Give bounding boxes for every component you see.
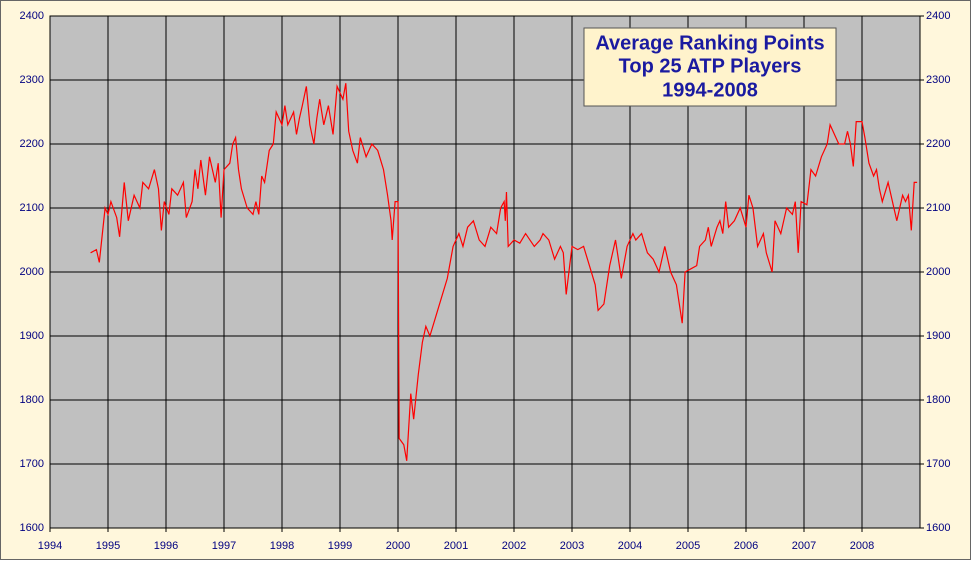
x-tick-label: 2006 <box>734 540 758 552</box>
x-tick-label: 2007 <box>792 540 816 552</box>
y-tick-label: 1600 <box>20 522 44 534</box>
x-tick-label: 2008 <box>850 540 874 552</box>
x-tick-label: 1997 <box>212 540 236 552</box>
y2-tick-label: 2200 <box>926 138 950 150</box>
y-tick-label: 2200 <box>20 138 44 150</box>
x-tick-label: 2002 <box>502 540 526 552</box>
chart-title: Average Ranking Points <box>595 32 824 54</box>
y2-tick-label: 2400 <box>926 10 950 22</box>
x-tick-label: 2004 <box>618 540 642 552</box>
x-tick-label: 2003 <box>560 540 584 552</box>
x-tick-label: 1996 <box>154 540 178 552</box>
data-line <box>90 83 918 461</box>
y-tick-label: 2100 <box>20 202 44 214</box>
y2-tick-label: 2100 <box>926 202 950 214</box>
chart-title: Top 25 ATP Players <box>619 55 802 77</box>
y2-tick-label: 1900 <box>926 330 950 342</box>
y2-tick-label: 1700 <box>926 458 950 470</box>
y-tick-label: 2400 <box>20 10 44 22</box>
y-tick-label: 2000 <box>20 266 44 278</box>
x-tick-label: 2005 <box>676 540 700 552</box>
y2-tick-label: 2000 <box>926 266 950 278</box>
x-tick-label: 2001 <box>444 540 468 552</box>
x-tick-label: 1995 <box>96 540 120 552</box>
x-tick-label: 1998 <box>270 540 294 552</box>
chart-title: 1994-2008 <box>662 79 758 101</box>
y-tick-label: 1800 <box>20 394 44 406</box>
y-tick-label: 2300 <box>20 74 44 86</box>
x-tick-label: 2000 <box>386 540 410 552</box>
x-tick-label: 1999 <box>328 540 352 552</box>
y2-tick-label: 1600 <box>926 522 950 534</box>
y2-tick-label: 1800 <box>926 394 950 406</box>
y-tick-label: 1700 <box>20 458 44 470</box>
y-tick-label: 1900 <box>20 330 44 342</box>
x-tick-label: 1994 <box>38 540 62 552</box>
lines <box>90 83 918 461</box>
title-box <box>583 27 837 107</box>
y2-tick-label: 2300 <box>926 74 950 86</box>
